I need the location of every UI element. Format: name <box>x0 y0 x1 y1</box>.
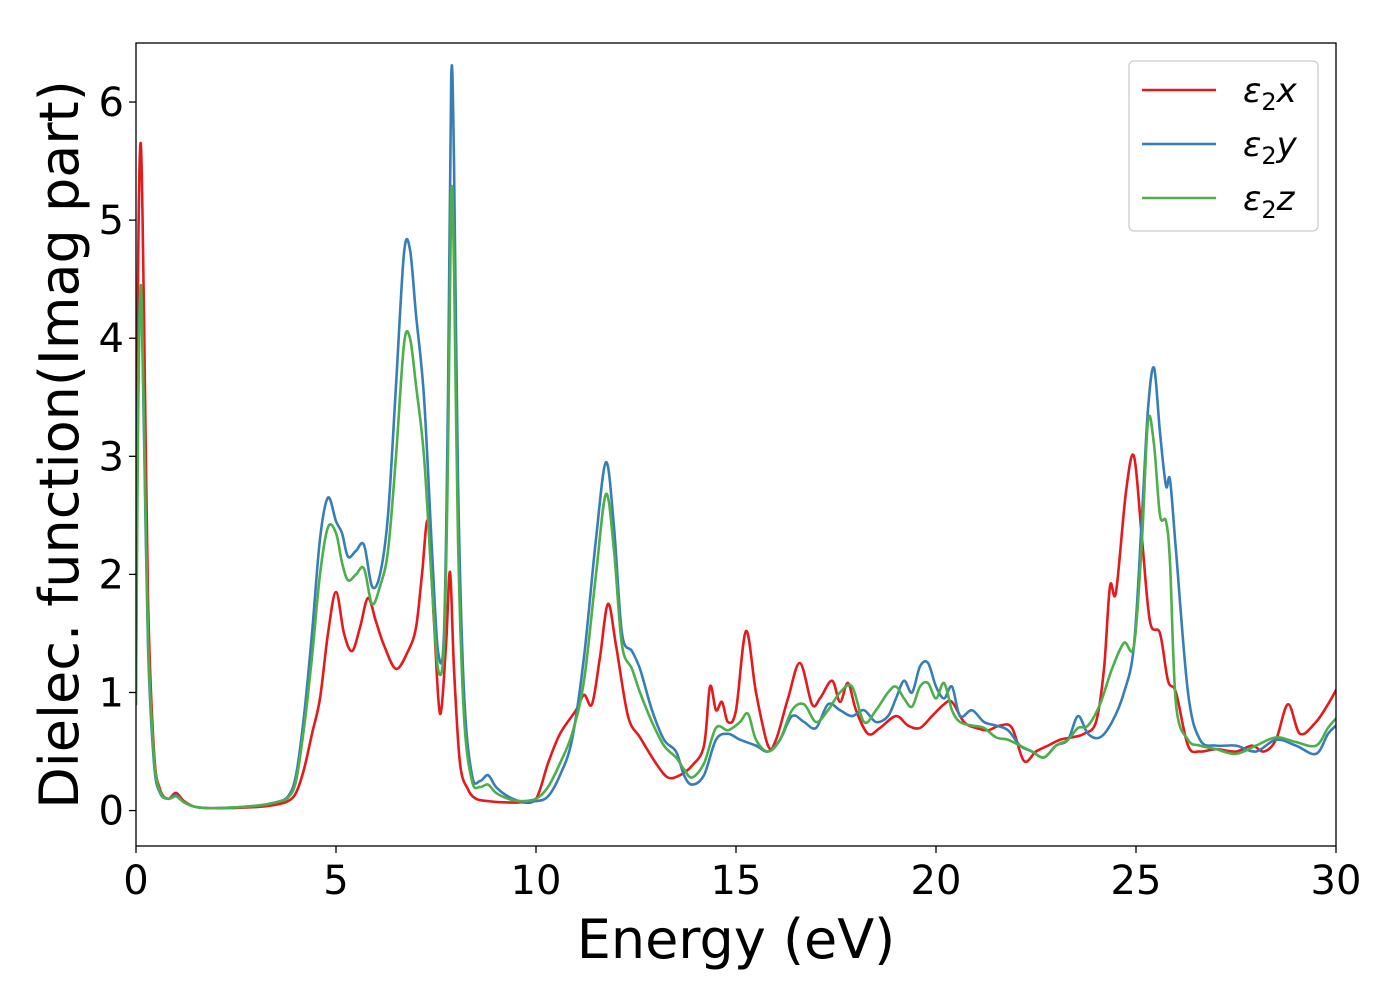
legend-label-symbol: ε <box>1243 125 1261 165</box>
x-tick-label: 0 <box>123 858 148 904</box>
y-tick-label: 4 <box>99 316 124 362</box>
x-tick-label: 25 <box>1111 858 1162 904</box>
series-line-y <box>136 63 1336 810</box>
y-tick-label: 1 <box>99 670 124 716</box>
y-tick-label: 3 <box>99 434 124 480</box>
legend-label-z: ε2z <box>1243 179 1296 224</box>
legend-label-x: ε2x <box>1243 71 1298 116</box>
legend-label-subscript: 2 <box>1261 196 1276 224</box>
legend-label-component: y <box>1276 125 1298 165</box>
y-axis-title: Dielec. function(Imag part) <box>28 80 91 809</box>
legend-label-y: ε2y <box>1243 125 1298 170</box>
x-tick-label: 15 <box>711 858 762 904</box>
series-line-z <box>136 184 1336 810</box>
x-tick-label: 30 <box>1311 858 1362 904</box>
ticks-layer: 0 5 10 15 20 25 30 0 1 2 3 4 5 6 <box>99 80 1362 904</box>
x-tick-label: 10 <box>511 858 562 904</box>
legend-label-subscript: 2 <box>1261 142 1276 170</box>
legend-label-subscript: 2 <box>1261 88 1276 116</box>
series-layer <box>136 63 1336 810</box>
x-tick-label: 5 <box>323 858 348 904</box>
y-tick-label: 2 <box>99 552 124 598</box>
y-tick-label: 5 <box>99 198 124 244</box>
legend-box <box>1128 60 1319 232</box>
x-tick-label: 20 <box>911 858 962 904</box>
legend-label-symbol: ε <box>1243 71 1261 111</box>
y-tick-label: 6 <box>99 80 124 126</box>
x-axis-title: Energy (eV) <box>577 908 896 971</box>
legend-label-component: z <box>1276 179 1296 219</box>
y-tick-label: 0 <box>99 789 124 835</box>
legend-label-component: x <box>1276 71 1298 111</box>
legend-label-symbol: ε <box>1243 179 1261 219</box>
